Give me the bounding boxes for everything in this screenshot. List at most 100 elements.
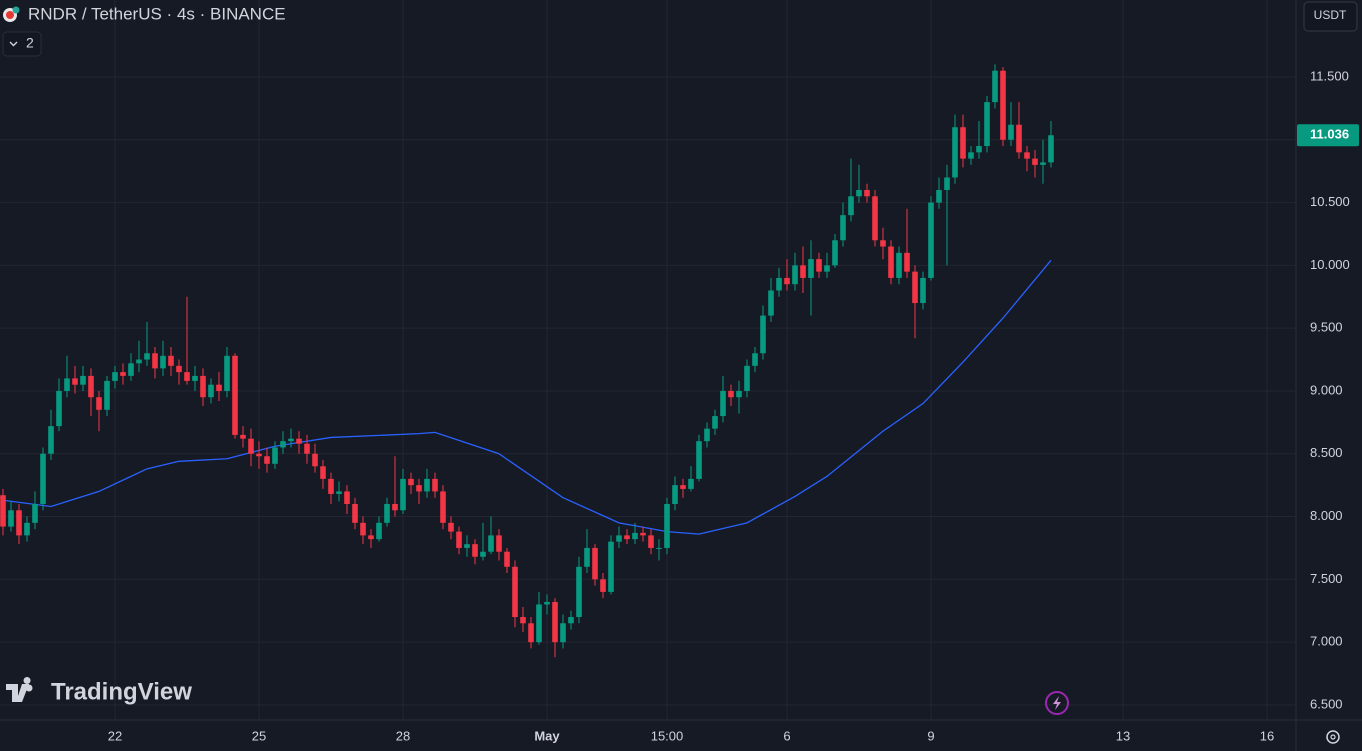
- candle-body: [112, 372, 118, 381]
- candle-body: [528, 623, 534, 643]
- candle-body: [808, 259, 814, 278]
- candle-body: [520, 617, 526, 624]
- candle-body: [440, 491, 446, 523]
- candle-body: [920, 277, 926, 304]
- candle-body: [240, 434, 246, 439]
- candle-body: [40, 453, 46, 504]
- candle-body: [24, 522, 30, 536]
- candle-body: [8, 510, 14, 527]
- candle-body: [568, 617, 574, 624]
- candle-body: [32, 503, 38, 523]
- candle-body: [144, 353, 150, 360]
- candle-body: [968, 152, 974, 159]
- candle-body: [640, 532, 646, 536]
- candle-body: [936, 190, 942, 203]
- candle-body: [48, 426, 54, 454]
- candle-body: [680, 485, 686, 489]
- candle-body: [272, 447, 278, 464]
- candle-body: [872, 196, 878, 241]
- symbol-icon-badge: [12, 6, 20, 14]
- candle-body: [992, 70, 998, 103]
- candle-body: [56, 390, 62, 427]
- y-tick-label: 6.500: [1310, 696, 1343, 711]
- candle-body: [960, 127, 966, 159]
- candle-body: [448, 522, 454, 532]
- x-tick-label: 22: [108, 728, 122, 743]
- candle-body: [464, 544, 470, 548]
- candle-body: [120, 372, 126, 376]
- candle-body: [600, 579, 606, 592]
- candle-body: [0, 495, 6, 527]
- x-tick-label: 28: [396, 728, 410, 743]
- candle-body: [544, 601, 550, 605]
- candle-body: [736, 390, 742, 398]
- candle-body: [776, 277, 782, 291]
- candle-body: [552, 601, 558, 643]
- header: RNDR / TetherUS · 4s · BINANCE 2: [2, 4, 286, 57]
- candle-body: [312, 453, 318, 467]
- candle-body: [264, 456, 270, 464]
- candle-body: [168, 355, 174, 366]
- candle-body: [64, 378, 70, 391]
- candle-body: [472, 544, 478, 557]
- candle-body: [744, 365, 750, 391]
- currency-label: USDT: [1314, 8, 1347, 22]
- axes: 6.500 7.000 7.500 8.000 8.500 9.000 9.500 10.00…: [108, 68, 1359, 743]
- candle-body: [432, 478, 438, 492]
- x-tick-label: 15:00: [651, 728, 684, 743]
- last-price-box: [1297, 124, 1359, 147]
- candle-body: [896, 252, 902, 278]
- candle-body: [104, 380, 110, 410]
- candle-body: [608, 541, 614, 592]
- candle-body: [352, 503, 358, 523]
- candle-body: [912, 271, 918, 304]
- candle-body: [976, 146, 982, 153]
- symbol-title[interactable]: RNDR / TetherUS · 4s · BINANCE: [28, 4, 286, 23]
- candle-body: [224, 355, 230, 391]
- x-tick-label: May: [534, 728, 560, 743]
- x-tick-label: 16: [1260, 728, 1274, 743]
- candle-body: [1008, 124, 1014, 140]
- candle-body: [176, 365, 182, 373]
- lightning-button[interactable]: [1045, 691, 1069, 715]
- y-tick-label: 10.000: [1310, 257, 1350, 272]
- candle-body: [216, 384, 222, 391]
- candle-body: [656, 547, 662, 549]
- y-tick-label: 7.000: [1310, 634, 1343, 649]
- candle-body: [488, 535, 494, 552]
- candle-body: [296, 438, 302, 444]
- candle-body: [328, 478, 334, 494]
- candle-body: [280, 441, 286, 448]
- y-tick-label: 9.500: [1310, 320, 1343, 335]
- candle-body: [984, 102, 990, 147]
- gear-icon: [1326, 730, 1340, 744]
- candle-body: [376, 522, 382, 540]
- candle-body: [856, 190, 862, 197]
- candle-body: [616, 535, 622, 542]
- logo-icon: [6, 677, 31, 702]
- candle-body: [784, 277, 790, 285]
- candle-body: [184, 372, 190, 381]
- candle-body: [592, 547, 598, 580]
- candle-body: [664, 503, 670, 548]
- x-tick-label: 9: [927, 728, 934, 743]
- candle-body: [360, 522, 366, 536]
- candle-body: [304, 443, 310, 454]
- currency-button[interactable]: [1303, 1, 1358, 32]
- candle-body: [904, 252, 910, 272]
- y-tick-label: 8.500: [1310, 445, 1343, 460]
- candle-body: [424, 478, 430, 492]
- candle-body: [688, 478, 694, 489]
- candle-body: [632, 532, 638, 540]
- settings-button[interactable]: [1326, 730, 1340, 744]
- y-tick-label: 9.000: [1310, 382, 1343, 397]
- candle-body: [792, 265, 798, 285]
- candle-body: [160, 355, 166, 369]
- candle-body: [504, 551, 510, 567]
- indicator-toggle[interactable]: [2, 31, 42, 57]
- candle-body: [336, 491, 342, 494]
- candle-body: [712, 416, 718, 429]
- candle-body: [96, 397, 102, 410]
- candle-body: [952, 127, 958, 178]
- candle-body: [824, 265, 830, 272]
